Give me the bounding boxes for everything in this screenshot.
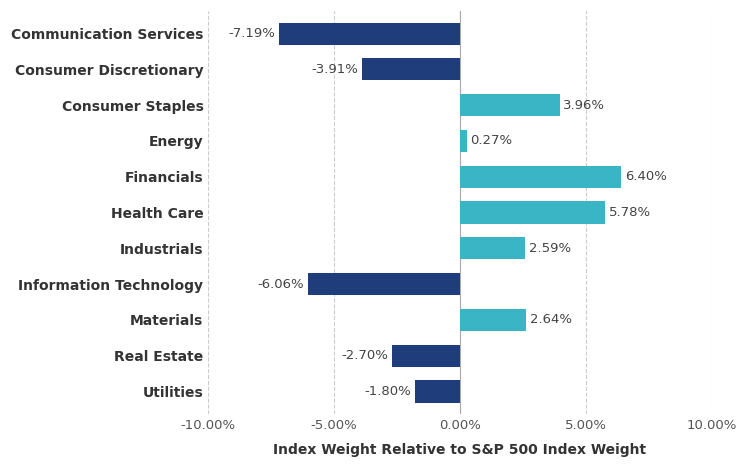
Bar [307,273,460,295]
Bar [279,22,460,45]
Text: -7.19%: -7.19% [228,27,275,40]
Bar [414,380,460,402]
Text: 2.59%: 2.59% [529,242,571,255]
Text: -6.06%: -6.06% [257,278,304,291]
Bar [361,58,460,80]
Text: 3.96%: 3.96% [563,99,605,112]
Text: -1.80%: -1.80% [364,385,411,398]
Text: -3.91%: -3.91% [311,63,358,76]
Bar [460,237,525,259]
Bar [460,309,527,331]
Text: 0.27%: 0.27% [470,134,512,147]
Bar [460,201,605,224]
Text: 2.64%: 2.64% [530,314,572,326]
Bar [460,130,467,152]
Text: 5.78%: 5.78% [610,206,652,219]
Bar [460,94,560,116]
Bar [392,344,460,367]
X-axis label: Index Weight Relative to S&P 500 Index Weight: Index Weight Relative to S&P 500 Index W… [274,443,646,457]
Text: 6.40%: 6.40% [625,170,666,183]
Bar [460,166,621,188]
Text: -2.70%: -2.70% [341,349,388,362]
